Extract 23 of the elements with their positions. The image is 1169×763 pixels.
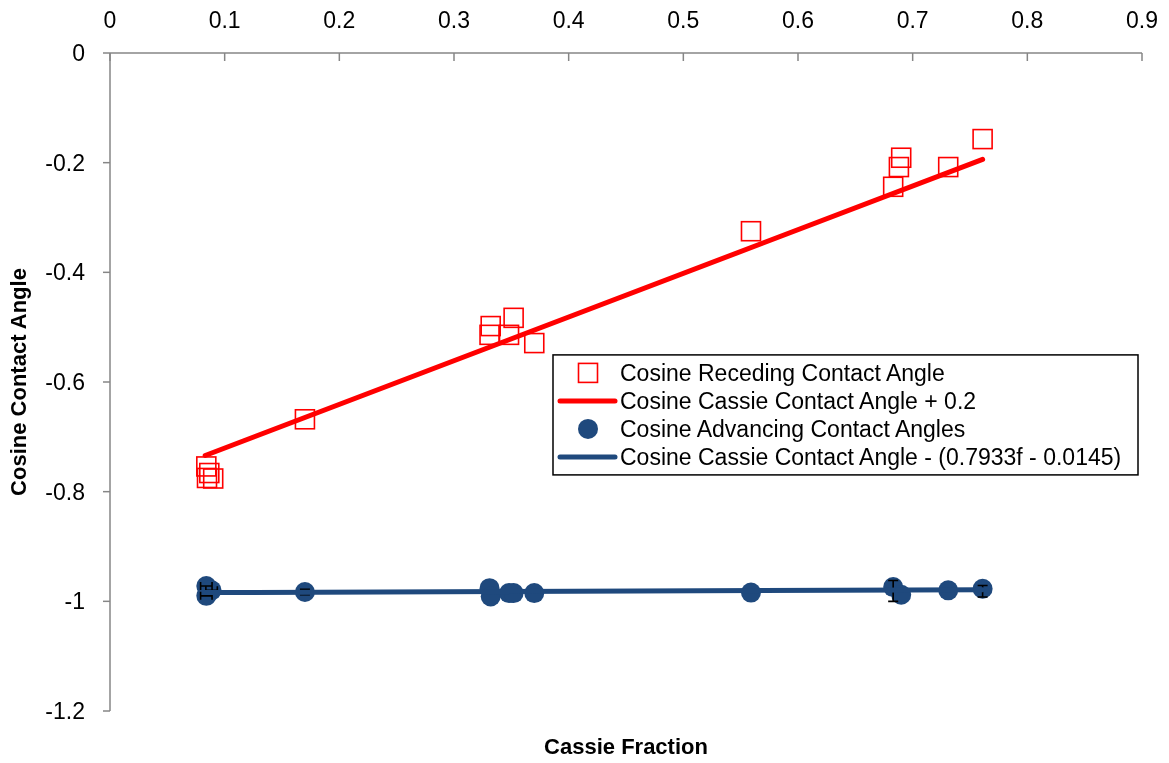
y-tick-label: -0.8 bbox=[45, 478, 85, 505]
y-tick-label: -0.6 bbox=[45, 369, 85, 396]
x-tick-label: 0.5 bbox=[667, 7, 700, 34]
x-tick-label: 0.8 bbox=[1011, 7, 1044, 34]
x-axis-title: Cassie Fraction bbox=[544, 734, 708, 759]
y-axis-title: Cosine Contact Angle bbox=[6, 268, 31, 496]
legend-label: Cosine Advancing Contact Angles bbox=[620, 415, 966, 442]
legend-label: Cosine Receding Contact Angle bbox=[620, 359, 945, 386]
x-tick-label: 0 bbox=[103, 7, 117, 34]
x-tick-label: 0.2 bbox=[323, 7, 356, 34]
y-tick-label: -1 bbox=[64, 588, 85, 615]
legend-label: Cosine Cassie Contact Angle + 0.2 bbox=[620, 387, 977, 414]
y-tick-label: 0 bbox=[72, 40, 85, 67]
x-tick-label: 0.1 bbox=[208, 7, 241, 34]
y-tick-label: -0.4 bbox=[45, 259, 86, 286]
y-tick-label: -1.2 bbox=[45, 698, 85, 725]
x-tick-label: 0.3 bbox=[438, 7, 470, 34]
y-tick-label: -0.2 bbox=[45, 149, 85, 176]
x-tick-label: 0.4 bbox=[552, 7, 585, 34]
x-tick-label: 0.9 bbox=[1126, 7, 1158, 34]
x-tick-label: 0.7 bbox=[896, 7, 929, 34]
x-tick-label: 0.6 bbox=[782, 7, 814, 34]
legend-label: Cosine Cassie Contact Angle - (0.7933f - 0.0145) bbox=[620, 443, 1122, 470]
